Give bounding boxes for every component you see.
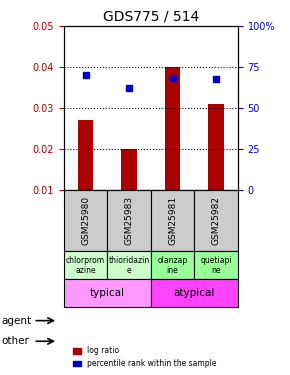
Text: olanzap
ine: olanzap ine [157, 256, 188, 275]
Text: GSM25982: GSM25982 [211, 196, 221, 245]
Text: GSM25983: GSM25983 [124, 196, 134, 245]
FancyBboxPatch shape [194, 190, 238, 251]
Text: GSM25981: GSM25981 [168, 196, 177, 245]
Text: agent: agent [1, 316, 32, 326]
Text: atypical: atypical [174, 288, 215, 298]
Bar [209, 104, 224, 190]
Text: quetiapi
ne: quetiapi ne [200, 256, 232, 275]
FancyBboxPatch shape [151, 251, 194, 279]
FancyBboxPatch shape [107, 251, 151, 279]
Text: GSM25980: GSM25980 [81, 196, 90, 245]
Bar [78, 120, 93, 190]
FancyBboxPatch shape [151, 279, 238, 308]
Text: thioridazin
e: thioridazin e [108, 256, 150, 275]
Bar [122, 149, 137, 190]
FancyBboxPatch shape [64, 251, 107, 279]
Bar [165, 67, 180, 190]
Text: typical: typical [90, 288, 125, 298]
FancyBboxPatch shape [194, 251, 238, 279]
FancyBboxPatch shape [107, 190, 151, 251]
FancyBboxPatch shape [64, 190, 107, 251]
Legend: log ratio, percentile rank within the sample: log ratio, percentile rank within the sa… [70, 343, 220, 371]
Text: chlorprom
azine: chlorprom azine [66, 256, 105, 275]
Title: GDS775 / 514: GDS775 / 514 [103, 10, 199, 24]
FancyBboxPatch shape [151, 190, 194, 251]
Text: other: other [1, 336, 29, 346]
FancyBboxPatch shape [64, 279, 151, 308]
